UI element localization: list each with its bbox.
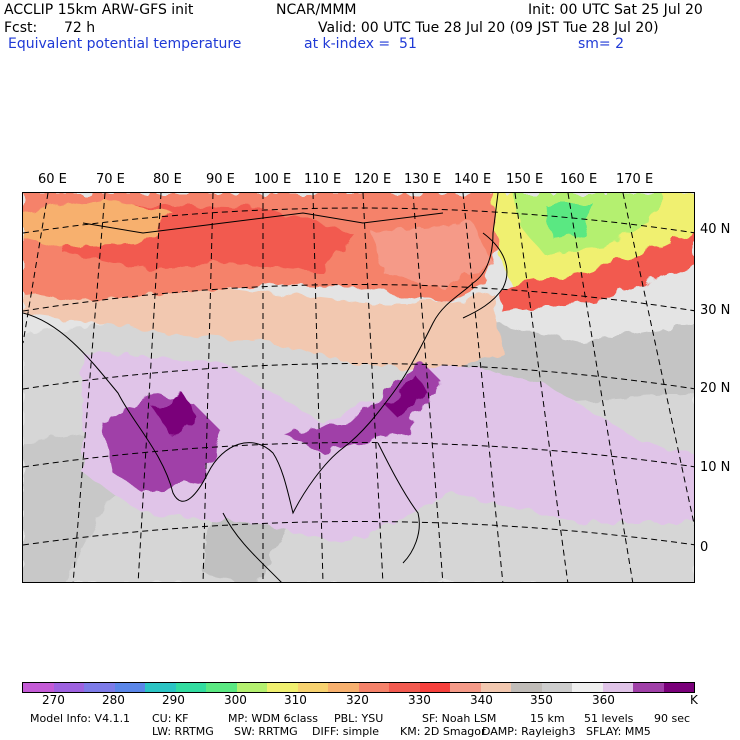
- colorbar-tick: 360: [592, 693, 615, 707]
- footer-cu: CU: KF: [152, 712, 189, 725]
- footer-levels: 51 levels: [584, 712, 634, 725]
- japan-coast: [462, 232, 508, 319]
- lon-line: [622, 193, 694, 527]
- lon-line: [412, 193, 444, 582]
- footer-km: KM: 2D Smagor: [400, 725, 486, 738]
- colorbar-swatch: [175, 683, 206, 692]
- colorbar-swatch: [419, 683, 450, 692]
- forecast-label: Fcst:: [4, 20, 38, 36]
- colorbar-swatch: [114, 683, 145, 692]
- lon-line: [137, 193, 162, 582]
- field-name: Equivalent potential temperature: [8, 36, 242, 52]
- colorbar-swatch: [53, 683, 84, 692]
- lat-label: 30 N: [700, 303, 731, 318]
- colorbar-swatch: [663, 683, 694, 692]
- colorbar-tick: 290: [162, 693, 185, 707]
- footer-damp: DAMP: Rayleigh3: [482, 725, 576, 738]
- lon-label: 70 E: [96, 172, 125, 187]
- lat-label: 10 N: [700, 460, 731, 475]
- colorbar-swatch: [511, 683, 542, 692]
- footer-lw: LW: RRTMG: [152, 725, 214, 738]
- forecast-hour: 72 h: [64, 20, 96, 36]
- footer-diff: DIFF: simple: [312, 725, 380, 738]
- colorbar-swatch: [328, 683, 359, 692]
- lon-line: [72, 193, 106, 582]
- colorbar-swatch: [450, 683, 481, 692]
- lon-line: [312, 193, 324, 582]
- colorbar-swatch: [84, 683, 115, 692]
- lat-label: 0: [700, 540, 709, 555]
- footer-pbl: PBL: YSU: [334, 712, 384, 725]
- map-panel: [22, 192, 695, 583]
- lon-label: 100 E: [254, 172, 292, 187]
- theta-e-field: [23, 193, 694, 582]
- lon-line: [202, 193, 214, 582]
- colorbar-swatch: [541, 683, 572, 692]
- mainland-coast: [23, 193, 499, 515]
- footer-resolution: 15 km: [530, 712, 565, 725]
- footer-model-info: Model Info: V4.1.1: [30, 712, 131, 725]
- indochina-coast: [222, 512, 282, 582]
- colorbar-swatch: [480, 683, 511, 692]
- organization: NCAR/MMM: [276, 2, 357, 18]
- colorbar-tick: 270: [42, 693, 65, 707]
- green-region: [543, 203, 593, 238]
- colorbar-swatch: [23, 683, 54, 692]
- colorbar-tick: 280: [102, 693, 125, 707]
- colorbar-swatch: [236, 683, 267, 692]
- lon-line: [23, 193, 49, 344]
- lon-line: [462, 193, 504, 582]
- colorbar-tick: 350: [530, 693, 553, 707]
- lat-label: 20 N: [700, 381, 731, 396]
- model-title: ACCLIP 15km ARW-GFS init: [4, 2, 194, 18]
- salmon-region: [373, 223, 493, 288]
- colorbar-tick: 330: [408, 693, 431, 707]
- footer-timestep: 90 sec: [654, 712, 691, 725]
- colorbar-swatch: [267, 683, 298, 692]
- lon-label: 60 E: [38, 172, 67, 187]
- footer-sf: SF: Noah LSM: [422, 712, 497, 725]
- colorbar-unit: K: [690, 693, 698, 707]
- colorbar-swatch: [572, 683, 603, 692]
- init-time: Init: 00 UTC Sat 25 Jul 20: [528, 2, 703, 18]
- colorbar-swatch: [145, 683, 176, 692]
- lon-label: 160 E: [560, 172, 598, 187]
- lon-label: 140 E: [454, 172, 492, 187]
- lon-label: 170 E: [616, 172, 654, 187]
- colorbar-swatch: [297, 683, 328, 692]
- darkpurple-region: [153, 393, 198, 438]
- lon-line: [567, 193, 634, 582]
- colorbar: [22, 682, 695, 693]
- smoothing-value: sm= 2: [578, 36, 625, 52]
- lon-label: 150 E: [506, 172, 544, 187]
- lon-label: 90 E: [206, 172, 235, 187]
- lon-line: [362, 193, 384, 582]
- lon-label: 110 E: [304, 172, 342, 187]
- footer-sflay: SFLAY: MM5: [586, 725, 651, 738]
- lon-label: 130 E: [404, 172, 442, 187]
- colorbar-tick: 340: [470, 693, 493, 707]
- colorbar-swatch: [389, 683, 420, 692]
- level-index: at k-index = 51: [304, 36, 417, 52]
- lat-label: 40 N: [700, 222, 731, 237]
- colorbar-tick: 320: [346, 693, 369, 707]
- valid-time: Valid: 00 UTC Tue 28 Jul 20 (09 JST Tue …: [318, 20, 659, 36]
- lon-label: 120 E: [354, 172, 392, 187]
- graticule: [23, 193, 694, 582]
- darkpurple-region: [383, 378, 428, 418]
- lightpurple-region: [83, 353, 694, 543]
- lon-line: [514, 193, 569, 582]
- footer-mp: MP: WDM 6class: [228, 712, 318, 725]
- colorbar-swatch: [633, 683, 664, 692]
- philippines-coast: [377, 442, 420, 564]
- purple-region: [283, 363, 443, 453]
- colorbar-swatch: [358, 683, 389, 692]
- lon-label: 80 E: [153, 172, 182, 187]
- colorbar-swatch: [206, 683, 237, 692]
- colorbar-tick: 310: [284, 693, 307, 707]
- colorbar-tick: 300: [224, 693, 247, 707]
- colorbar-swatch: [602, 683, 633, 692]
- footer-sw: SW: RRTMG: [234, 725, 298, 738]
